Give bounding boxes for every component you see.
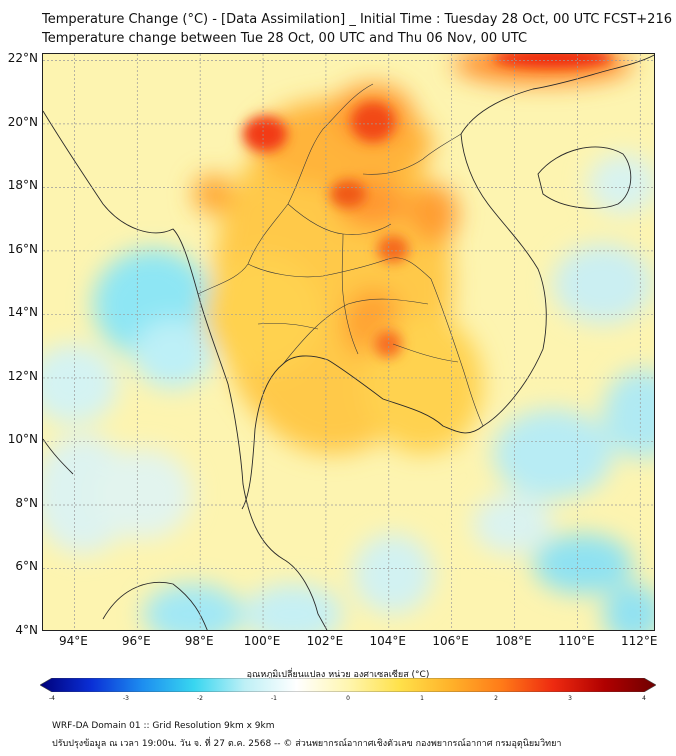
lat-tick-label: 6°N	[15, 559, 38, 574]
colorbar-tick-label: 2	[494, 695, 498, 702]
colorbar-tick-label: 3	[568, 695, 572, 702]
lat-tick-label: 22°N	[7, 51, 38, 66]
temperature-hotspots	[243, 54, 613, 358]
colorbar-tick-label: -1	[271, 695, 277, 702]
colorbar-tick-label: -3	[123, 695, 129, 702]
lat-tick-label: 10°N	[7, 432, 38, 447]
colorbar-tick-label: 1	[420, 695, 424, 702]
lon-tick-label: 102°E	[306, 634, 344, 648]
lon-tick-label: 110°E	[558, 634, 595, 648]
lon-tick-label: 94°E	[58, 634, 88, 648]
map-subtitle: Temperature change between Tue 28 Oct, 0…	[42, 31, 528, 46]
colorbar-tick-label: -4	[49, 695, 55, 702]
map-canvas	[43, 54, 654, 630]
lon-tick-label: 104°E	[369, 634, 407, 648]
lat-tick-label: 16°N	[7, 241, 38, 256]
lat-tick-label: 8°N	[15, 495, 38, 510]
map-title: Temperature Change (°C) - [Data Assimila…	[42, 12, 672, 27]
colorbar-tick-label: -2	[197, 695, 203, 702]
lon-tick-label: 106°E	[432, 634, 469, 648]
lon-tick-label: 100°E	[243, 634, 281, 648]
lon-tick-label: 96°E	[121, 634, 151, 648]
lon-tick-label: 98°E	[184, 634, 214, 648]
colorbar-title: อุณหภูมิเปลี่ยนแปลง หน่วย องศาเซลเซียส (…	[246, 670, 430, 680]
coastlines	[43, 54, 654, 630]
graticule	[43, 54, 654, 630]
province-borders	[197, 83, 484, 427]
model-info: WRF-DA Domain 01 :: Grid Resolution 9km …	[52, 721, 275, 731]
lat-tick-label: 20°N	[7, 114, 38, 129]
colorbar-tick-label: 0	[346, 695, 350, 702]
colorbar-tick-label: 4	[642, 695, 646, 702]
lon-tick-label: 108°E	[495, 634, 532, 648]
lat-tick-label: 18°N	[7, 178, 38, 193]
credit-text: ปรับปรุงข้อมูล ณ เวลา 19:00น. วัน จ. ที่…	[52, 739, 562, 749]
lat-tick-label: 14°N	[7, 305, 38, 320]
temperature-change-map	[42, 53, 655, 631]
lat-tick-label: 4°N	[15, 623, 38, 637]
lat-tick-label: 12°N	[7, 368, 38, 383]
lon-tick-label: 112°E	[621, 634, 658, 648]
colorbar	[40, 678, 656, 692]
